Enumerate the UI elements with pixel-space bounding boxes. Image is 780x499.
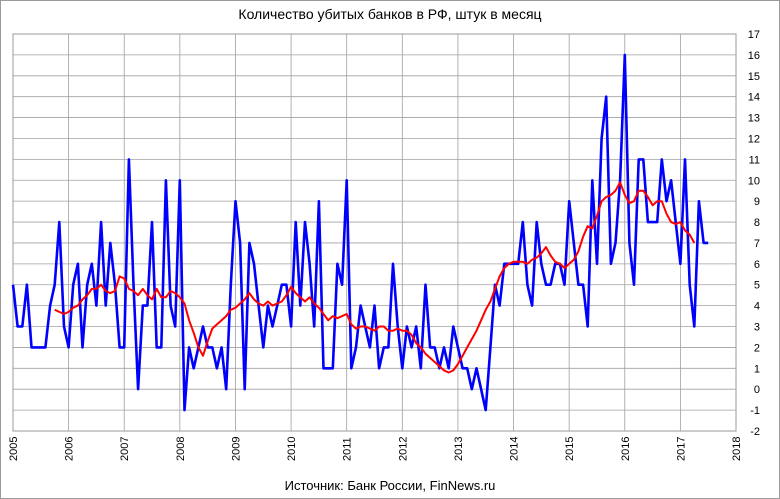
- y-tick-label: 0: [754, 384, 760, 396]
- x-tick-label: 2008: [175, 437, 187, 461]
- series-line-average: [54, 181, 696, 374]
- y-tick-label: 10: [748, 175, 760, 187]
- y-tick-label: 16: [748, 50, 760, 62]
- y-tick-label: 8: [754, 217, 760, 229]
- x-tick-label: 2012: [397, 437, 409, 461]
- y-tick-label: 15: [748, 71, 760, 83]
- x-tick-label: 2015: [564, 437, 576, 461]
- x-tick-label: 2007: [119, 437, 131, 461]
- y-tick-label: 7: [754, 238, 760, 250]
- x-axis-ticks: 2005 2006 2007 2008 2009 2010 2011 2012 2013 2014…: [8, 437, 743, 461]
- x-tick-label: 2010: [286, 437, 298, 461]
- x-tick-label: 2009: [230, 437, 242, 461]
- x-tick-label: 2017: [675, 437, 687, 461]
- y-tick-label: -2: [750, 426, 760, 438]
- y-tick-label: 6: [754, 259, 760, 271]
- y-tick-label: 12: [748, 133, 760, 145]
- y-tick-label: 5: [754, 280, 760, 292]
- y-tick-label: -1: [750, 405, 760, 417]
- x-tick-label: 2006: [64, 437, 76, 461]
- x-tick-label: 2014: [509, 437, 521, 461]
- y-tick-label: 14: [748, 92, 760, 104]
- y-tick-label: 11: [749, 154, 760, 166]
- series-line-monthly: [11, 53, 709, 412]
- x-tick-label: 2018: [731, 437, 743, 461]
- x-tick-label: 2013: [453, 437, 465, 461]
- series-group: [11, 53, 709, 412]
- y-tick-label: 17: [748, 29, 760, 41]
- y-tick-label: 9: [754, 196, 760, 208]
- x-tick-label: 2016: [620, 437, 632, 461]
- x-tick-label: 2005: [8, 437, 20, 461]
- y-tick-label: 13: [748, 113, 760, 125]
- plot-area: [12, 33, 737, 432]
- y-tick-label: 4: [754, 301, 760, 313]
- chart-source: Источник: Банк России, FinNews.ru: [284, 478, 496, 493]
- y-tick-label: 3: [754, 322, 760, 334]
- x-tick-label: 2011: [342, 437, 354, 461]
- chart-title: Количество убитых банков в РФ, штук в ме…: [238, 6, 542, 22]
- y-tick-label: 2: [754, 342, 760, 354]
- y-tick-label: 1: [754, 363, 760, 375]
